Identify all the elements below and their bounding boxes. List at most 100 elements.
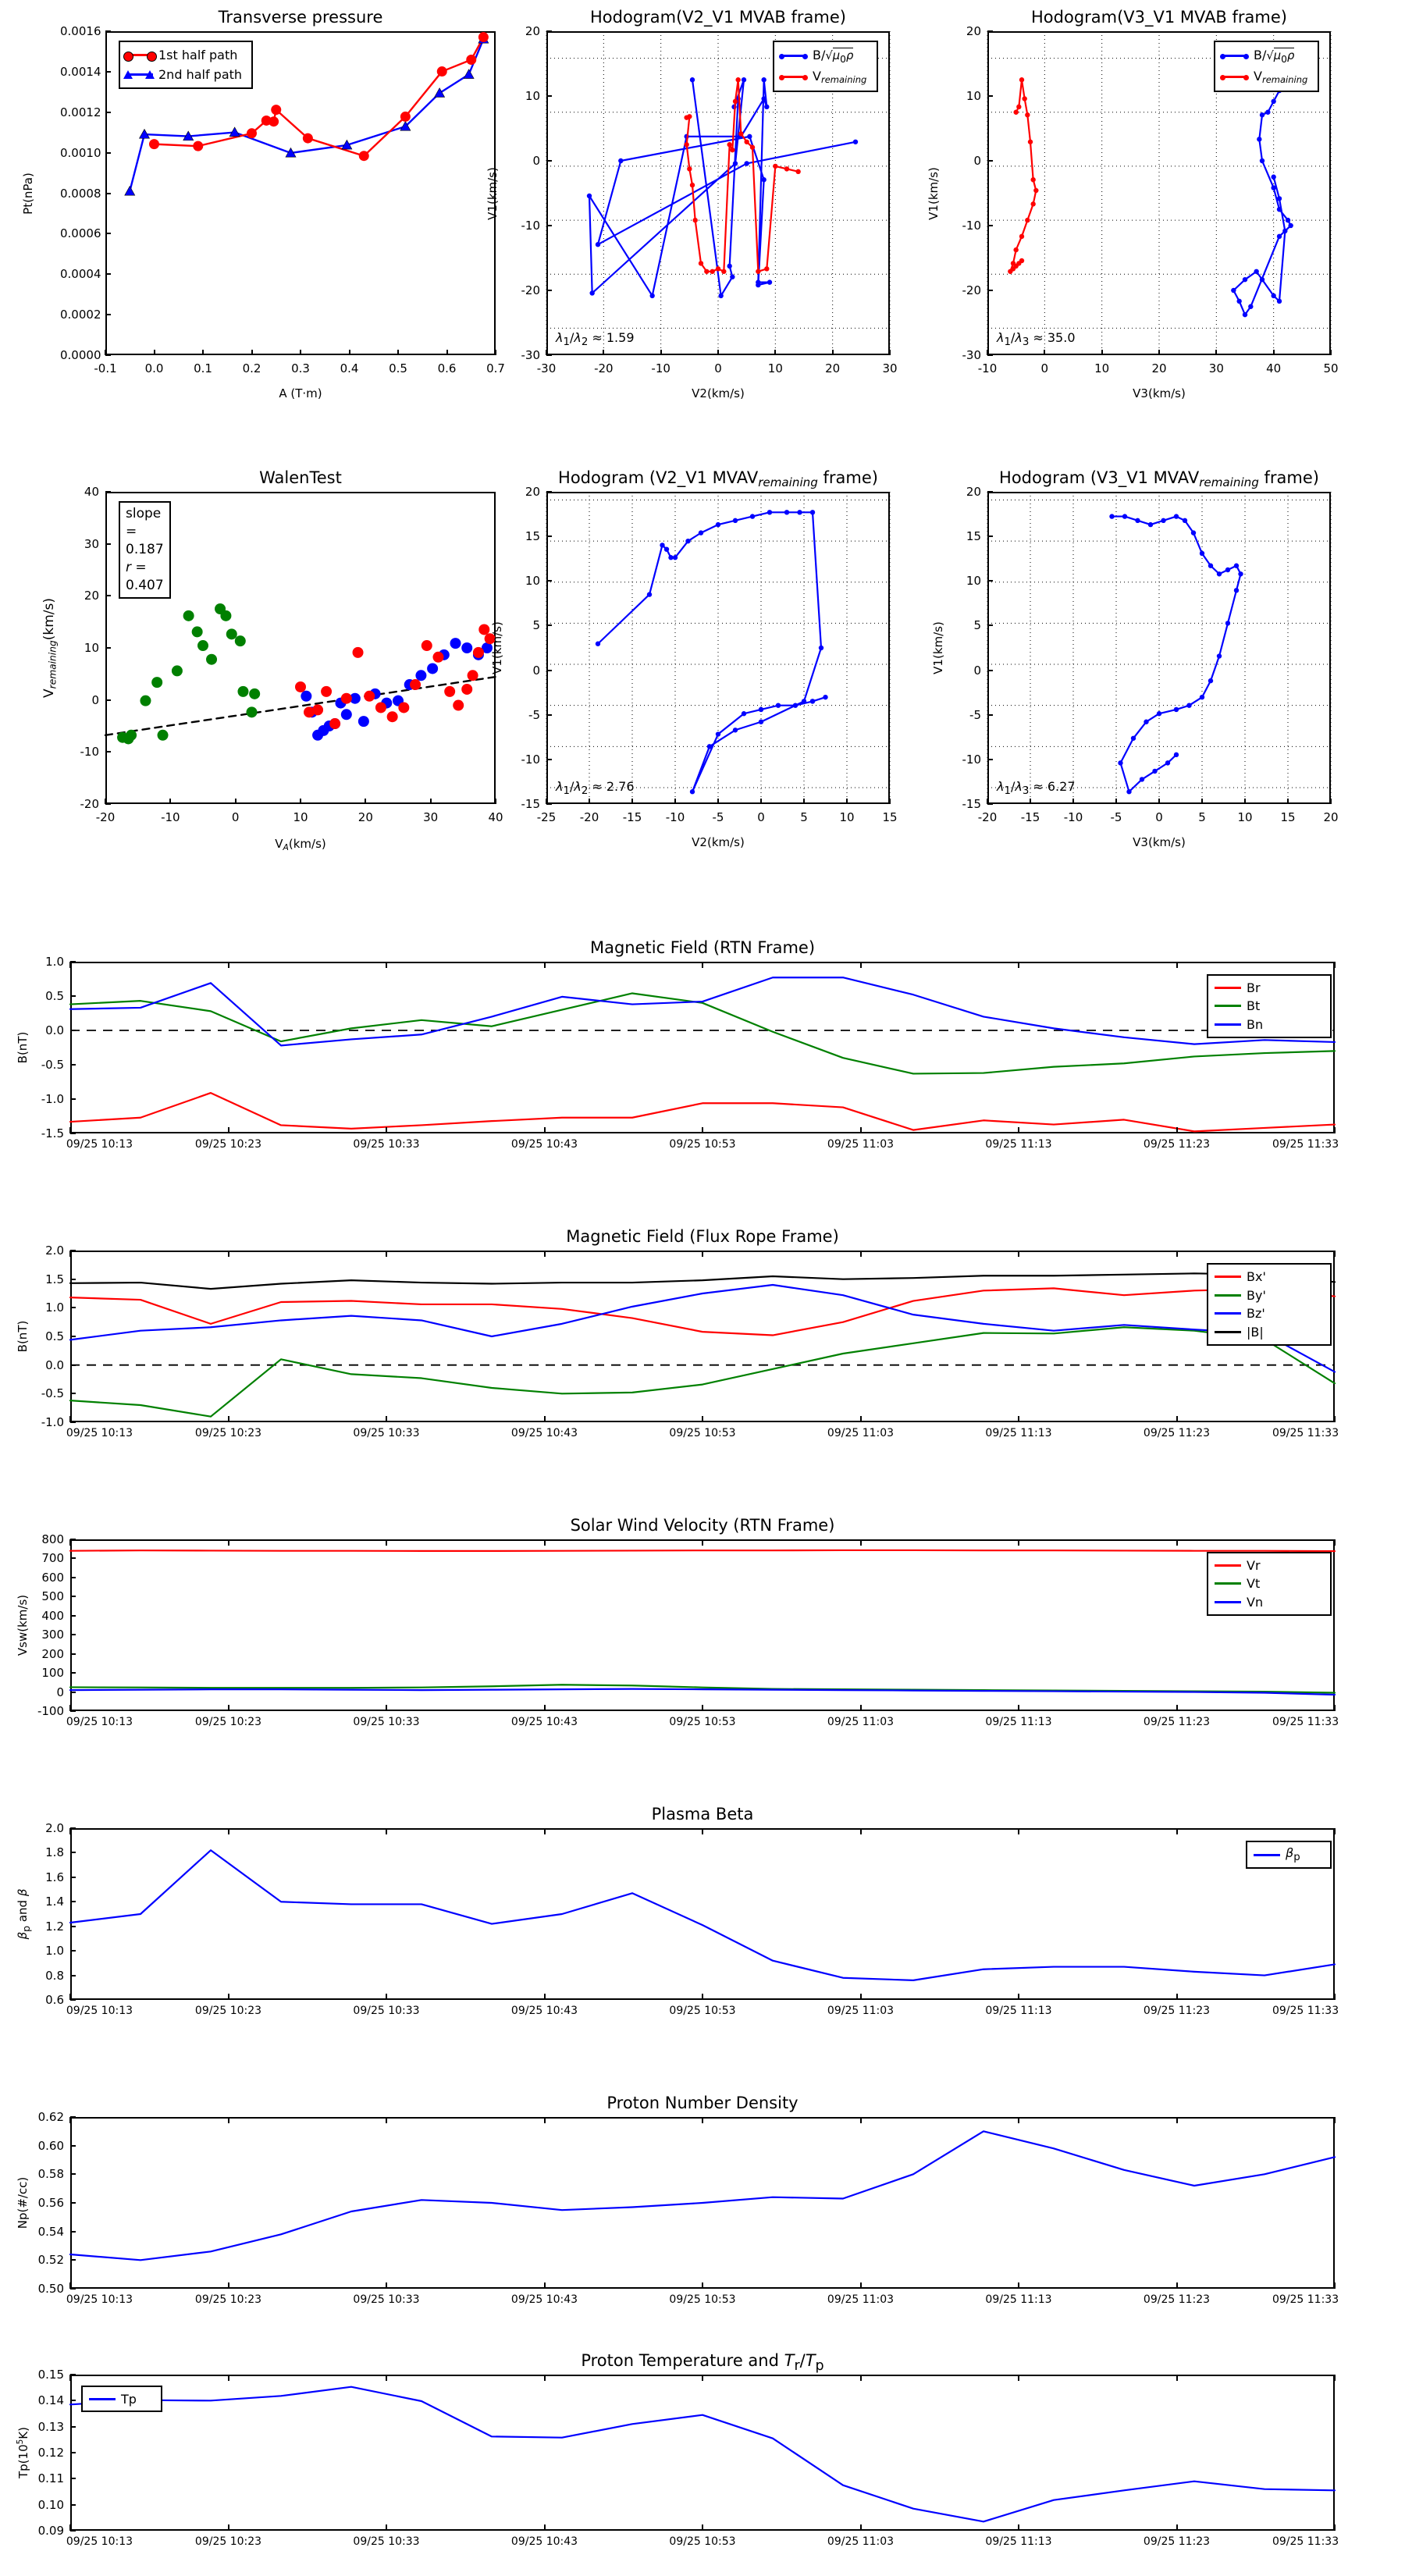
time-tickmark-top-mag_fluxrope-4 [702, 1251, 703, 1257]
legend-mag-fluxrope[interactable]: Bx' By' Bz' |B| [1207, 1263, 1332, 1346]
legend-solar-wind[interactable]: Vr Vt Vn [1207, 1552, 1332, 1616]
legend-label-1: 2nd half path [158, 67, 243, 82]
points-B/√μ0ρ [764, 104, 770, 110]
points-trace [1208, 563, 1214, 568]
legend-swatch-1st-half-path [123, 52, 157, 62]
ytickmark-h3-2 [546, 713, 552, 716]
time-tick-proton_temperature-0: 09/25 10:13 [66, 2535, 133, 2548]
points-group-red [375, 702, 386, 713]
time-tick-solar_wind-0: 09/25 10:13 [66, 1716, 133, 1728]
panel-title-transverse-pressure: Transverse pressure [218, 8, 383, 27]
legend-swatch-v-remaining [1220, 75, 1249, 80]
legend-swatch-Bz' [1215, 1312, 1241, 1315]
marker-1st-half-path [193, 141, 204, 151]
xtickmark-pt-7 [446, 350, 448, 355]
ytick-h3-5: 10 [525, 574, 540, 589]
panel-title-walen-test: WalenTest [259, 468, 342, 487]
ytick-solar_wind-8: 700 [41, 1551, 64, 1566]
time-tickmark-top-proton_density-7 [1176, 2117, 1178, 2123]
time-tick-mag_fluxrope-8: 09/25 11:33 [1272, 1427, 1339, 1439]
time-tickmark-mag_rtn-2 [386, 1127, 387, 1133]
legend-mag-rtn[interactable]: Br Bt Bn [1207, 974, 1332, 1038]
time-tickmark-mag_rtn-8 [1334, 1127, 1336, 1133]
annotation-lambda-ratio-v2v1-mvab: λ1/λ2 ≈ 1.59 [556, 330, 635, 349]
time-tickmark-solar_wind-1 [227, 1705, 229, 1711]
ytickmark-h4-3 [987, 669, 993, 671]
xtickmark-h2-2 [1101, 350, 1103, 355]
xtick-h4-7: 15 [1280, 810, 1296, 824]
points-V_remaining [1022, 96, 1027, 101]
xtickmark-wl-4 [365, 799, 367, 804]
ytickmark-h3-1 [546, 758, 552, 760]
legend-label-0: βp [1286, 1845, 1300, 1864]
legend-proton-temperature[interactable]: Tp [81, 2386, 162, 2412]
xtick-h4-5: 5 [1198, 810, 1206, 824]
points-V_remaining [1019, 233, 1025, 240]
time-tickmark-top-proton_temperature-1 [227, 2375, 229, 2381]
xtickmark-h3-7 [846, 799, 848, 804]
ytick-solar_wind-5: 400 [41, 1608, 64, 1623]
legend-plasma-beta[interactable]: βp [1246, 1841, 1332, 1869]
time-tickmark-solar_wind-7 [1176, 1705, 1178, 1711]
points-trace [1173, 514, 1179, 519]
points-V_remaining [727, 142, 732, 148]
time-tickmark-top-proton_temperature-0 [69, 2375, 71, 2381]
ylabel-proton_density: Np(#/cc) [16, 2176, 30, 2229]
time-tick-plasma_beta-7: 09/25 11:23 [1143, 2005, 1211, 2017]
xtickmark-h3-3 [674, 799, 676, 804]
time-tickmark-mag_fluxrope-3 [543, 1416, 546, 1422]
ytickmark-h3-6 [546, 535, 552, 538]
ytick-plasma_beta-3: 1.2 [45, 1919, 64, 1934]
time-tick-proton_density-0: 09/25 10:13 [66, 2293, 133, 2306]
ytickmark-pt-7 [105, 70, 111, 73]
xtick-pt-7: 0.6 [437, 361, 457, 375]
series-Np [69, 2130, 1336, 2261]
xtickmark-h3-8 [889, 799, 891, 804]
ytick-h2-5: 20 [966, 24, 981, 38]
ytickmark-h1-2 [546, 225, 552, 226]
time-tickmark-proton_density-0 [69, 2282, 71, 2289]
ytickmark-h2-4 [987, 95, 993, 97]
time-tick-solar_wind-6: 09/25 11:13 [985, 1716, 1052, 1728]
legend-label-0: Br [1247, 980, 1261, 996]
points-group-green [191, 626, 203, 638]
xtickmark-h2-3 [1158, 350, 1160, 355]
points-V_remaining [749, 144, 756, 150]
xtick-h3-3: -10 [665, 810, 685, 824]
ytickmark-mag_fluxrope-0 [70, 1421, 76, 1423]
xtickmark-pt-6 [397, 350, 399, 355]
points-trace [698, 530, 704, 535]
points-trace [1126, 789, 1132, 795]
ytickmark-proton_density-6 [70, 2116, 76, 2118]
time-tickmark-proton_temperature-4 [702, 2524, 703, 2531]
points-trace [672, 555, 678, 560]
time-tick-proton_temperature-3: 09/25 10:43 [510, 2535, 578, 2548]
points-trace [801, 699, 807, 704]
legend-hodogram-v2v1-mvab[interactable]: B/√μ0ρ Vremaining [773, 41, 878, 92]
legend-item-1: Bt [1215, 997, 1324, 1015]
legend-item-2: Bn [1215, 1016, 1324, 1034]
ytickmark-h1-4 [546, 95, 552, 97]
time-tickmark-proton_temperature-3 [543, 2524, 546, 2531]
ytickmark-solar_wind-9 [70, 1539, 76, 1540]
ytick-h4-6: 15 [966, 529, 981, 544]
time-tick-mag_rtn-1: 09/25 10:23 [194, 1138, 262, 1151]
ytickmark-mag_rtn-1 [70, 1098, 76, 1100]
ytick-h2-1: -20 [962, 283, 982, 297]
ytick-solar_wind-1: 0 [56, 1685, 64, 1699]
ytick-mag_fluxrope-2: 0.0 [45, 1357, 64, 1372]
time-tickmark-mag_fluxrope-7 [1176, 1416, 1178, 1422]
ytickmark-mag_fluxrope-6 [70, 1250, 76, 1251]
xtick-h1-5: 20 [825, 361, 841, 375]
time-tick-plasma_beta-3: 09/25 10:43 [510, 2005, 578, 2017]
legend-hodogram-v3v1-mvab[interactable]: B/√μ0ρ Vremaining [1214, 41, 1319, 92]
ylabel-proton_temperature: Tp(105K) [16, 2426, 30, 2479]
legend-label-2: Vn [1247, 1594, 1264, 1610]
legend-transverse-pressure[interactable]: 1st half path 2nd half path [119, 41, 253, 89]
xtickmark-pt-0 [105, 350, 106, 355]
marker-1st-half-path [247, 128, 257, 139]
plot-canvas-hodogram-v3v1-mvav [987, 492, 1332, 804]
ytick-h1-1: -20 [521, 283, 541, 297]
plot-canvas-hodogram-v2v1-mvav [546, 492, 891, 804]
legend-item-2: Vn [1215, 1593, 1324, 1611]
